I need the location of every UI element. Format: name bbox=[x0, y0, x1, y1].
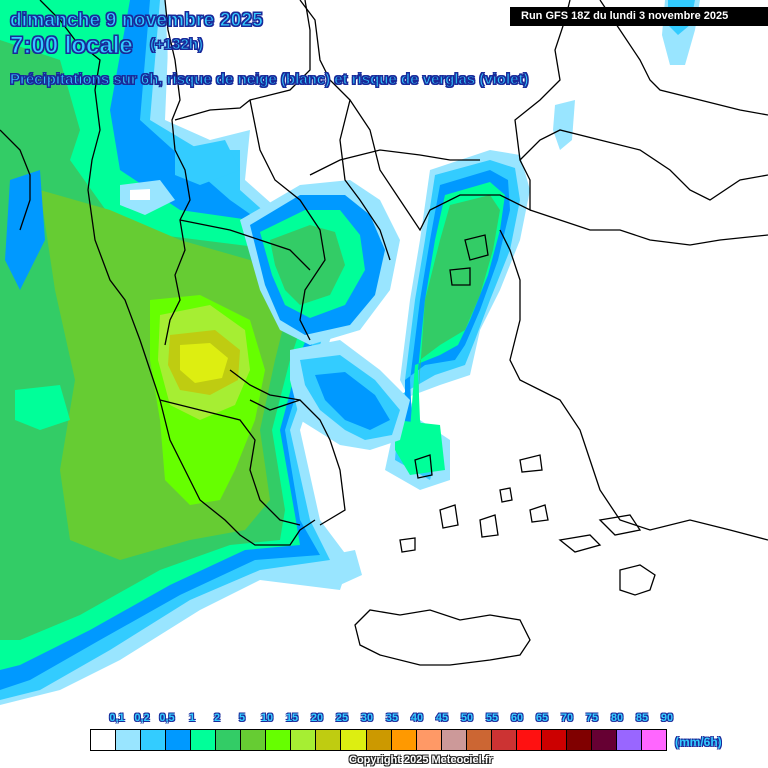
copyright: Copyright 2025 Meteociel.fr bbox=[349, 754, 493, 766]
legend-swatch bbox=[291, 730, 317, 750]
legend-swatch bbox=[416, 730, 442, 750]
forecast-offset: (+132h) bbox=[150, 36, 204, 54]
legend-label: 15 bbox=[285, 712, 299, 724]
legend-swatch bbox=[341, 730, 367, 750]
precip-north-patch bbox=[175, 140, 240, 185]
legend-swatch bbox=[166, 730, 192, 750]
forecast-date: dimanche 9 novembre 2025 bbox=[10, 10, 264, 32]
legend-swatch bbox=[191, 730, 217, 750]
legend-label: 40 bbox=[410, 712, 424, 724]
legend-label: 0,1 bbox=[109, 712, 125, 724]
legend-swatch bbox=[241, 730, 267, 750]
legend-label: 60 bbox=[510, 712, 524, 724]
legend-swatch bbox=[316, 730, 342, 750]
legend-label: 70 bbox=[560, 712, 574, 724]
legend-label: 0,5 bbox=[159, 712, 175, 724]
legend-swatch bbox=[591, 730, 617, 750]
legend-swatch bbox=[116, 730, 142, 750]
country-borders bbox=[0, 0, 768, 666]
legend-swatch bbox=[491, 730, 517, 750]
legend-label: 50 bbox=[460, 712, 474, 724]
legend-swatch bbox=[566, 730, 592, 750]
legend-swatch bbox=[216, 730, 242, 750]
legend-swatch bbox=[441, 730, 467, 750]
legend-swatch bbox=[516, 730, 542, 750]
legend-swatch bbox=[266, 730, 292, 750]
legend-units: (mm/6h) bbox=[675, 735, 722, 749]
legend-swatch bbox=[616, 730, 643, 750]
legend-label: 1 bbox=[188, 712, 196, 724]
legend-label: 10 bbox=[260, 712, 274, 724]
legend-label: 85 bbox=[635, 712, 649, 724]
model-run-label: Run GFS 18Z du lundi 3 novembre 2025 bbox=[510, 7, 768, 26]
legend-swatch bbox=[642, 730, 667, 750]
legend-label: 55 bbox=[485, 712, 499, 724]
legend-color-bar bbox=[90, 729, 667, 751]
legend-labels: 0,1 0,2 0,5 1 2 5 10 15 20 25 30 35 40 45 50 55 60 65 70 75… bbox=[90, 712, 690, 728]
legend-label: 35 bbox=[385, 712, 399, 724]
legend-label: 25 bbox=[335, 712, 349, 724]
legend-swatch bbox=[466, 730, 492, 750]
legend-label: 80 bbox=[610, 712, 624, 724]
precipitation-map bbox=[0, 0, 768, 705]
legend-label: 20 bbox=[310, 712, 324, 724]
legend-label: 90 bbox=[660, 712, 674, 724]
precip-east-band bbox=[385, 150, 530, 490]
legend-swatch bbox=[366, 730, 392, 750]
legend-label: 2 bbox=[213, 712, 221, 724]
legend-label: 0,2 bbox=[134, 712, 150, 724]
legend-label: 45 bbox=[435, 712, 449, 724]
forecast-time: 7:00 locale bbox=[10, 32, 134, 60]
legend-label: 65 bbox=[535, 712, 549, 724]
precip-west-mass bbox=[0, 0, 360, 705]
legend-swatch bbox=[91, 730, 117, 750]
legend-label: 75 bbox=[585, 712, 599, 724]
legend-swatch bbox=[541, 730, 567, 750]
legend-label: 30 bbox=[360, 712, 374, 724]
legend-swatch bbox=[391, 730, 417, 750]
precip-central-mass bbox=[240, 180, 400, 345]
precipitation-legend: 0,1 0,2 0,5 1 2 5 10 15 20 25 30 35 40 45 50 55 60 65 70 75… bbox=[90, 712, 690, 751]
legend-swatch bbox=[141, 730, 167, 750]
legend-label: 5 bbox=[238, 712, 246, 724]
map-description: Précipitations sur 6h, risque de neige (… bbox=[9, 71, 529, 89]
